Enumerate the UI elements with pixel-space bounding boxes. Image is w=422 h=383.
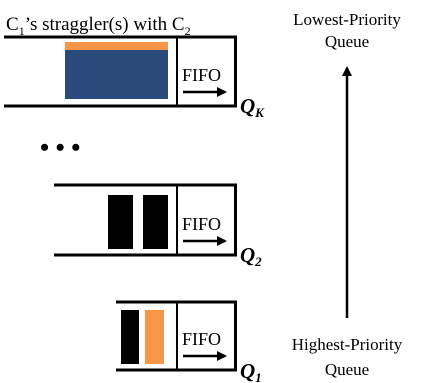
queue-1: FIFO Q1: [116, 300, 262, 383]
queue-1-label: Q1: [240, 359, 262, 383]
straggler-caption: C1’s straggler(s) with C2: [6, 14, 191, 38]
queue-2-label: Q2: [240, 243, 262, 269]
fifo-label-1: FIFO: [182, 329, 221, 349]
queue-k-label: QK: [240, 94, 265, 120]
c1-navy-block: [65, 50, 168, 99]
highest-priority-line1: Highest-Priority: [292, 335, 403, 354]
ellipsis: • • •: [40, 133, 80, 162]
highest-priority-line2: Queue: [325, 360, 369, 379]
lowest-priority-line2: Queue: [325, 32, 369, 51]
fifo-label-2: FIFO: [182, 214, 221, 234]
packet-block-1: [108, 195, 133, 249]
queue-2: FIFO Q2: [54, 183, 262, 269]
c2-orange-strip: [65, 42, 168, 50]
lowest-priority-line1: Lowest-Priority: [293, 10, 401, 29]
packet-block-2: [143, 195, 168, 249]
c2-orange-block: [145, 310, 164, 364]
c1-black-block: [121, 310, 139, 364]
fifo-label-k: FIFO: [182, 65, 221, 85]
queue-k: FIFO QK: [4, 35, 265, 120]
